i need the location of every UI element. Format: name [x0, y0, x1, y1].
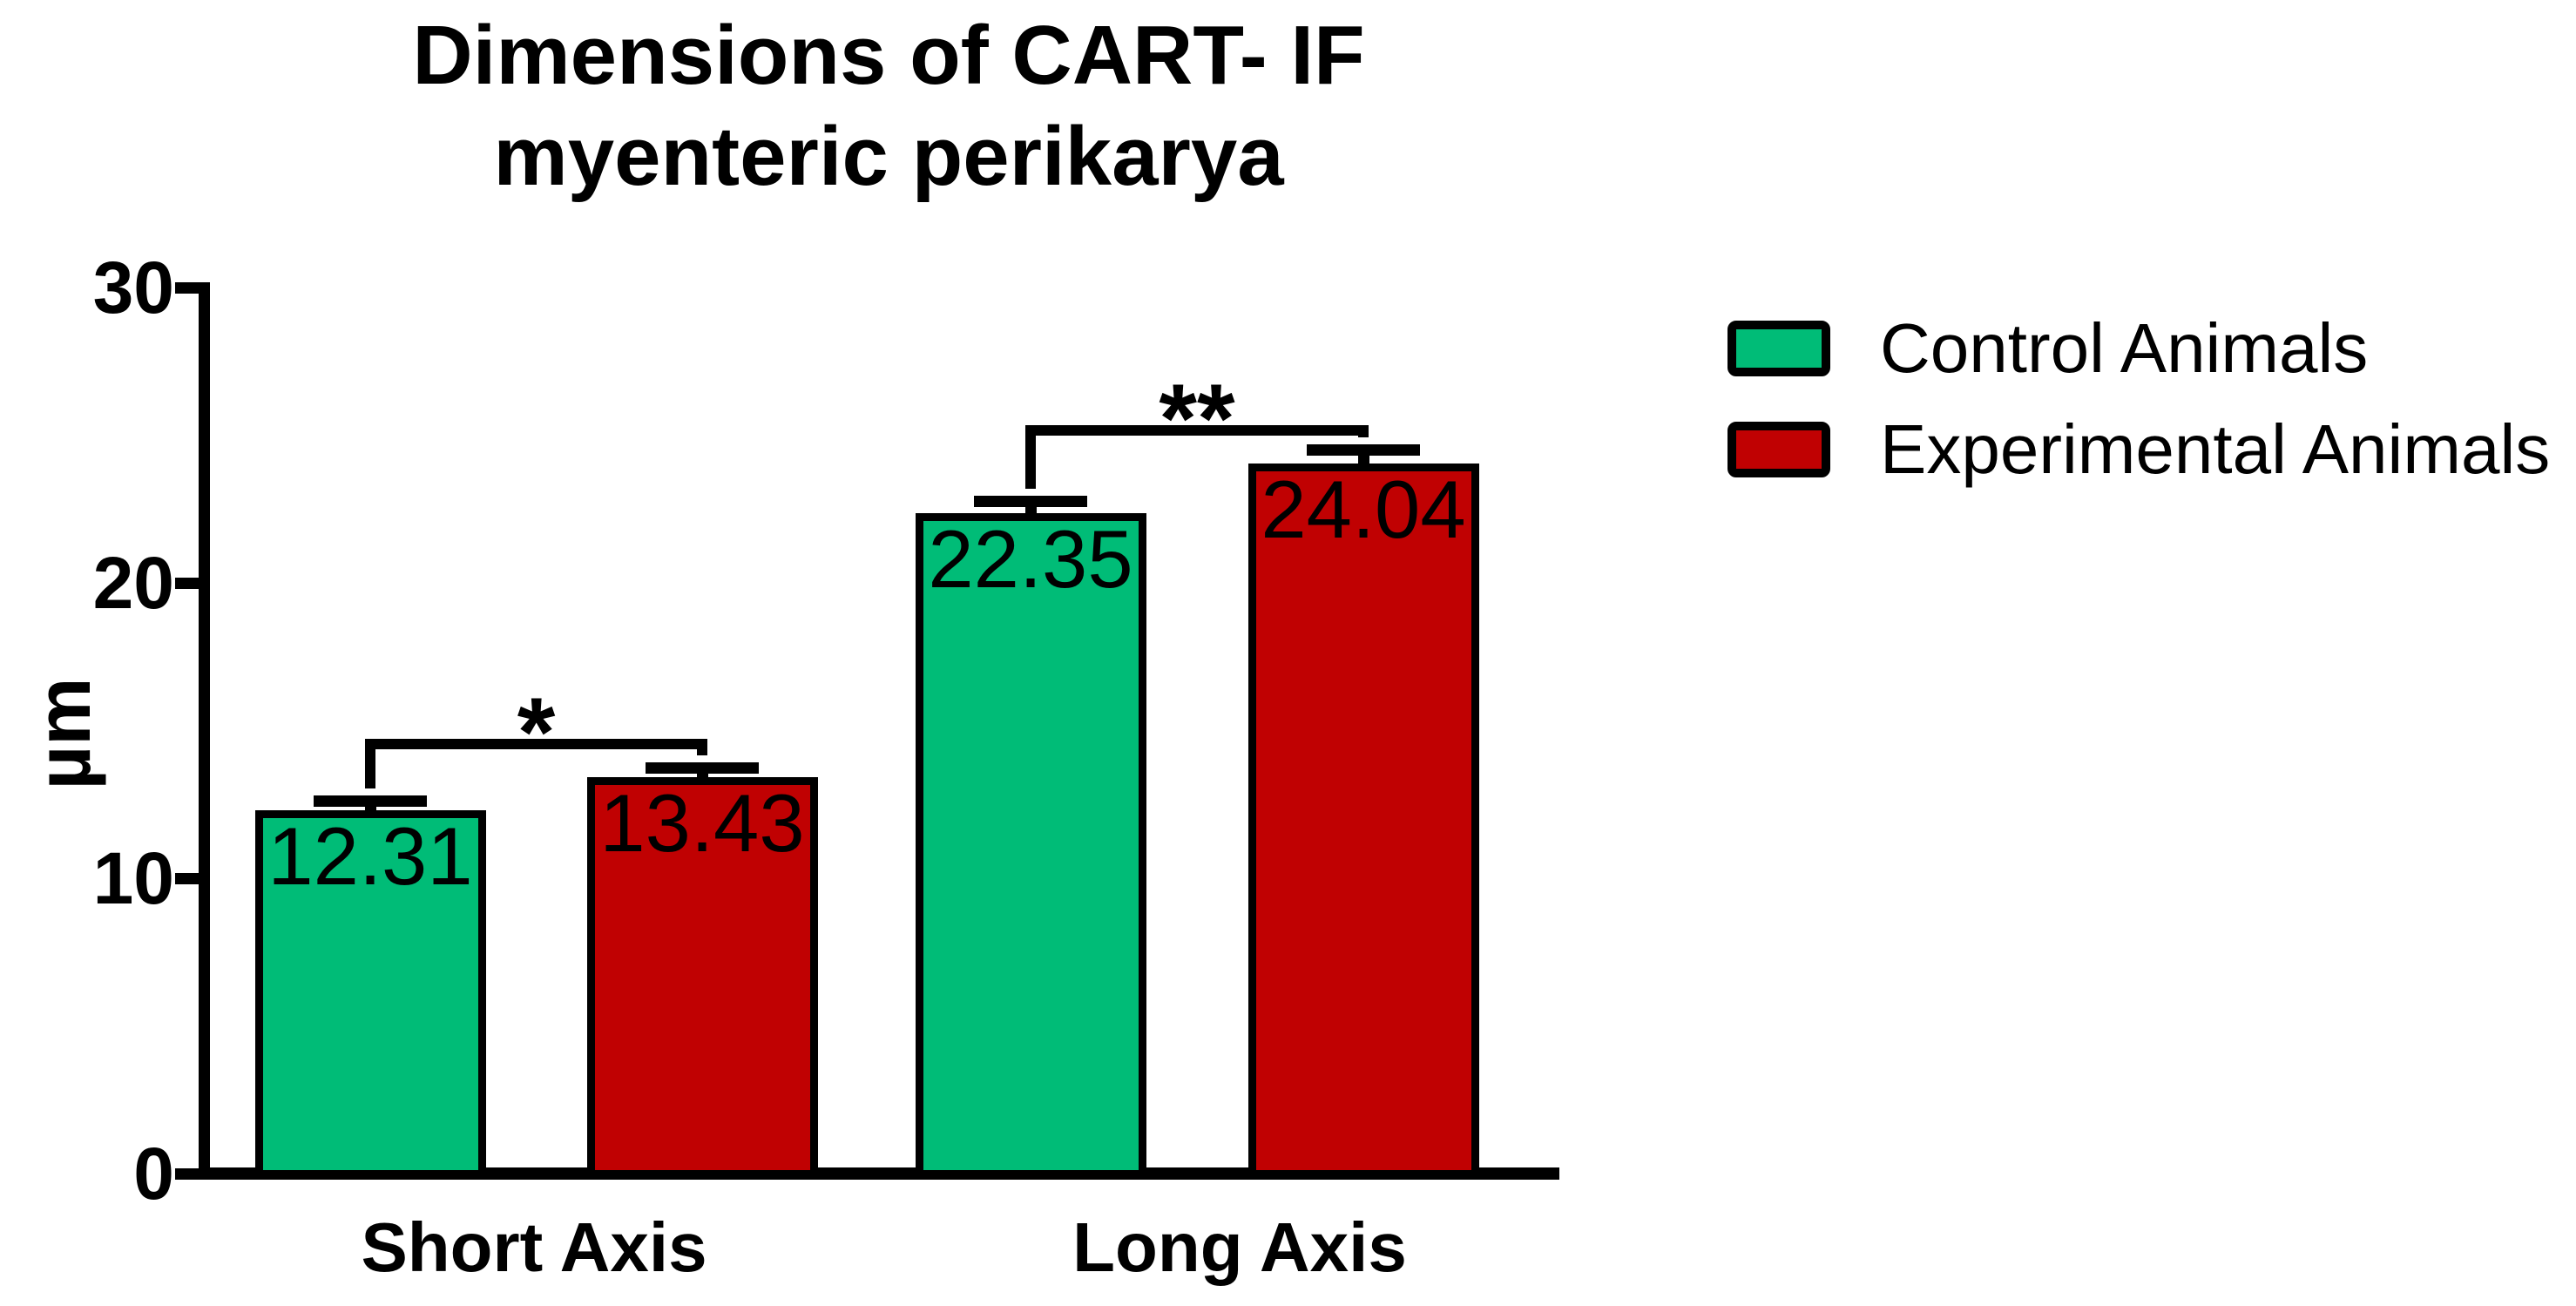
chart-title-line1: Dimensions of CART- IF — [412, 9, 1365, 102]
significance-stars: * — [517, 678, 556, 787]
significance-bracket-right-drop — [1358, 425, 1369, 438]
x-category-label: Long Axis — [1072, 1208, 1407, 1286]
bar-value-label: 22.35 — [928, 513, 1133, 606]
bar — [254, 809, 486, 1178]
legend-swatch-experimental — [1727, 422, 1830, 477]
error-bar-cap — [646, 762, 759, 775]
significance-bracket-left-drop — [365, 739, 375, 789]
y-tick — [175, 1167, 202, 1180]
y-axis-label: µm — [20, 677, 106, 790]
error-bar-cap — [974, 496, 1087, 508]
error-bar-cap — [314, 795, 427, 808]
significance-bracket — [365, 739, 707, 749]
y-axis-line — [199, 282, 210, 1180]
bar — [915, 513, 1146, 1178]
error-bar-cap — [1307, 444, 1420, 457]
significance-bracket — [1025, 425, 1369, 436]
legend-swatch-control — [1727, 321, 1830, 376]
legend-label-control: Control Animals — [1880, 309, 2369, 387]
y-tick-label: 0 — [133, 1133, 174, 1215]
legend-item-control: Control Animals — [1727, 314, 2368, 383]
x-axis-line — [199, 1167, 1559, 1180]
significance-bracket-right-drop — [697, 739, 707, 756]
y-tick-label: 20 — [92, 542, 174, 624]
y-tick-label: 30 — [92, 247, 174, 328]
y-tick-label: 10 — [92, 837, 174, 919]
y-tick — [175, 872, 202, 884]
bar-value-label: 24.04 — [1261, 464, 1466, 556]
bar — [1247, 464, 1479, 1178]
bar-value-label: 13.43 — [599, 776, 805, 869]
significance-stars: ** — [1159, 364, 1235, 473]
y-tick — [175, 577, 202, 589]
x-category-label: Short Axis — [361, 1208, 707, 1286]
legend-item-experimental: Experimental Animals — [1727, 415, 2550, 484]
y-tick — [175, 281, 202, 294]
legend-label-experimental: Experimental Animals — [1880, 410, 2551, 488]
chart-title: Dimensions of CART- IF myenteric perikar… — [412, 5, 1364, 207]
significance-bracket-left-drop — [1025, 425, 1036, 490]
bar-value-label: 12.31 — [267, 809, 473, 902]
bar — [586, 776, 818, 1178]
chart-title-line2: myenteric perikarya — [493, 110, 1284, 204]
